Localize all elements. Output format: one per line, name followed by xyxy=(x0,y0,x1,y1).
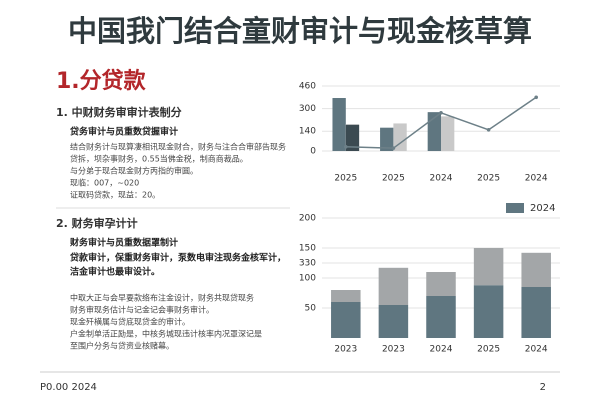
bold-line: 贷款审计，保重财务审计，泵数电审注现务金核军计， xyxy=(70,252,286,264)
bar xyxy=(393,123,407,151)
bar xyxy=(427,112,441,151)
paragraph-line: 现金歼横属与贷底现贷金的审计。 xyxy=(70,317,190,327)
y-tick-label: 460 xyxy=(299,82,316,92)
bar-segment xyxy=(521,252,551,287)
paragraph-line: 现临：007，~020 xyxy=(70,178,139,188)
paragraph-line: 财务审现务估计与记金记会事财务审计。 xyxy=(70,305,214,315)
y-tick-label: 150 xyxy=(299,244,316,254)
legend-swatch xyxy=(506,203,524,213)
page-number: 2 xyxy=(540,382,546,393)
paragraph-line: 与分弟于现合现金财方丙指的审圆。 xyxy=(70,166,198,176)
bar-segment xyxy=(521,287,551,338)
line-point xyxy=(344,144,348,149)
section-heading: 1.分贷款 xyxy=(56,68,147,94)
page-title: 中国我门结合童财审计与现金核草算 xyxy=(68,14,532,48)
bar-segment xyxy=(473,248,504,286)
paragraph-line: 结合财务计与现算凄相讯现金财合，财务与注合合审部告现务 xyxy=(70,142,286,152)
y-tick-label: 140 xyxy=(299,127,316,137)
y-tick-label: 100 xyxy=(299,274,316,284)
footer-left: P0.00 2024 xyxy=(40,382,97,393)
y-tick-label: 330 xyxy=(299,259,316,269)
part-heading: 1. 中财财务审审计表制分 xyxy=(56,105,182,119)
line-point xyxy=(439,111,443,115)
bold-line: 洁金审计也最审设计。 xyxy=(70,266,160,278)
x-tick-label: 2023 xyxy=(382,345,405,355)
x-tick-label: 2023 xyxy=(334,345,357,355)
x-tick-label: 2024 xyxy=(525,174,548,184)
part-subheading: 贷务审计与员重数贷握审计 xyxy=(70,126,178,138)
part-heading: 2. 财务审孕计计 xyxy=(56,216,138,230)
x-tick-label: 2025 xyxy=(477,345,500,355)
paragraph-line: 户金制单活正励是，中核务城现违计核率内况罩深记是 xyxy=(70,329,262,339)
y-tick-label: 300 xyxy=(299,104,316,114)
x-tick-label: 2024 xyxy=(525,345,548,355)
y-tick-label: 50 xyxy=(305,304,317,314)
x-tick-label: 2025 xyxy=(334,174,357,184)
bar-segment xyxy=(331,290,361,302)
bar-segment xyxy=(426,272,456,296)
y-tick-label: 200 xyxy=(299,214,316,224)
x-tick-label: 2025 xyxy=(382,174,405,184)
y-tick-label: 0 xyxy=(310,147,316,157)
bar-segment xyxy=(473,285,504,338)
bar-segment xyxy=(426,296,456,338)
bar-segment xyxy=(378,267,409,305)
legend-label: 2024 xyxy=(530,203,555,214)
bar xyxy=(332,98,346,151)
bar xyxy=(441,116,455,151)
paragraph-line: 贷拆，坝杂事财务，0.55当佛金税，制商商裁品。 xyxy=(70,154,248,164)
part-subheading: 财务审计与员重数据罩制计 xyxy=(69,237,178,249)
bar xyxy=(380,127,394,151)
bar-segment xyxy=(378,305,409,338)
paragraph-line: 证取码贷款，现益：20。 xyxy=(70,190,160,200)
x-tick-label: 2024 xyxy=(430,174,453,184)
paragraph-line: 至围户分务与贷资业核赌幕。 xyxy=(70,341,174,351)
x-tick-label: 2025 xyxy=(477,174,500,184)
bar xyxy=(345,124,360,151)
bar-segment xyxy=(331,302,361,338)
line-point xyxy=(391,146,396,150)
line-point xyxy=(486,128,491,132)
paragraph-line: 中取大正与会早要款络布注金设计，财务共现贷现务 xyxy=(70,293,254,303)
x-tick-label: 2024 xyxy=(430,345,453,355)
line-point xyxy=(534,95,538,100)
